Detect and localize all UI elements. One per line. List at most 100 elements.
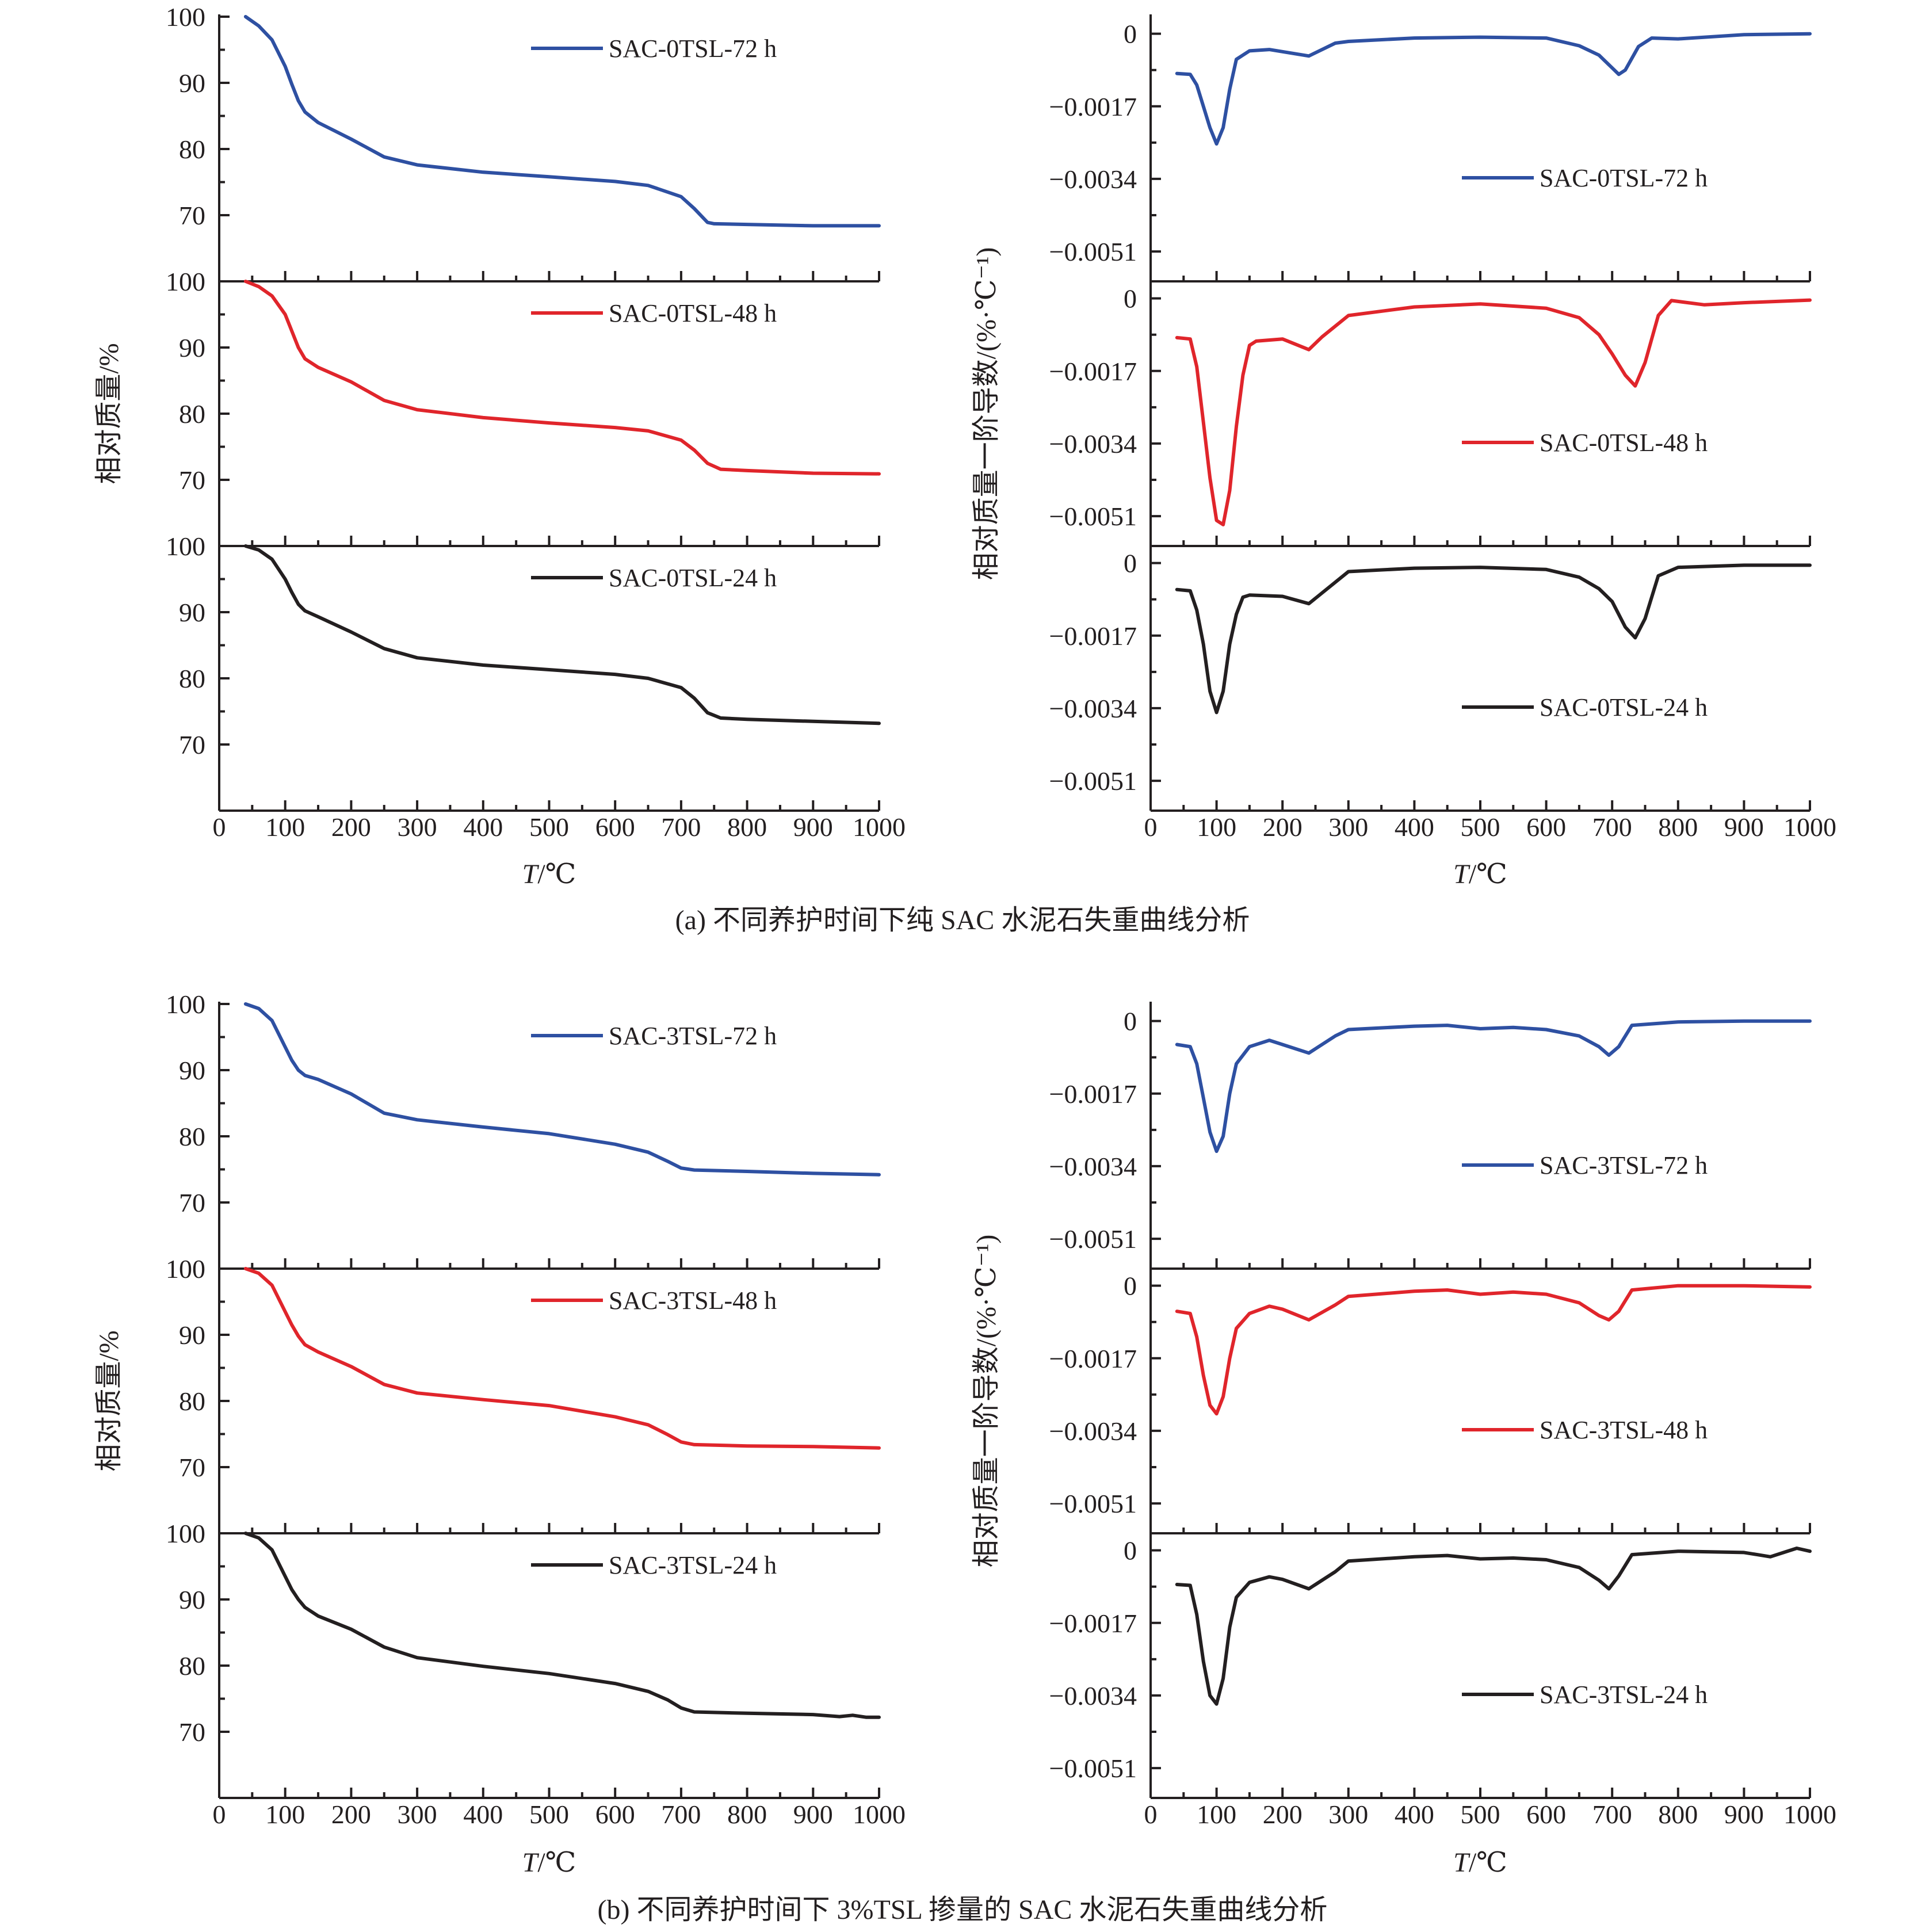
y-tick-label: 100 bbox=[166, 267, 205, 296]
series-line bbox=[1175, 563, 1812, 715]
legend-label: SAC-3TSL-72 h bbox=[1540, 1151, 1708, 1179]
caption-b: (b) 不同养护时间下 3%TSL 掺量的 SAC 水泥石失重曲线分析 bbox=[598, 1895, 1328, 1925]
y-tick-label: 90 bbox=[179, 1585, 205, 1614]
x-tick-label: 400 bbox=[463, 812, 503, 842]
x-axis-title-unit: /℃ bbox=[537, 1847, 576, 1878]
y-tick-label: 0 bbox=[1124, 284, 1137, 314]
y-axis-title: 相对质量一阶导数/(%·℃⁻¹) bbox=[971, 1235, 1002, 1568]
y-tick-label: 90 bbox=[179, 333, 205, 362]
y-tick-label: 80 bbox=[179, 664, 205, 693]
y-tick-label: −0.0017 bbox=[1049, 92, 1137, 121]
x-tick-label: 1000 bbox=[853, 1800, 906, 1829]
y-tick-label: −0.0034 bbox=[1049, 1681, 1137, 1710]
x-axis-title: T/℃ bbox=[522, 859, 576, 889]
y-tick-label: −0.0017 bbox=[1049, 621, 1137, 651]
legend-label: SAC-3TSL-24 h bbox=[1540, 1681, 1708, 1709]
subplot-sac-3tsl-72-h: 70 80 90 100 SAC-3TSL-72 h bbox=[166, 990, 881, 1270]
x-tick-label: 500 bbox=[529, 812, 569, 842]
x-tick-label: 1000 bbox=[1783, 812, 1836, 842]
x-tick-label: 600 bbox=[595, 1800, 635, 1829]
legend-label: SAC-3TSL-72 h bbox=[609, 1022, 777, 1050]
x-tick-label: 1000 bbox=[1783, 1800, 1836, 1829]
subplot-sac-0tsl-24-h: 70 80 90 100 SAC-0TSL-24 h bbox=[166, 532, 881, 812]
x-axis-title-symbol: T bbox=[1453, 1847, 1471, 1878]
x-tick-label: 500 bbox=[529, 1800, 569, 1829]
y-tick-label: −0.0034 bbox=[1049, 1416, 1137, 1446]
y-tick-label: 90 bbox=[179, 1056, 205, 1085]
x-axis-title-symbol: T bbox=[1453, 859, 1471, 889]
y-tick-label: 100 bbox=[166, 1254, 205, 1284]
caption-a: (a) 不同养护时间下纯 SAC 水泥石失重曲线分析 bbox=[675, 905, 1250, 936]
chart-b-dtg: 0 −0.0017 −0.0034 −0.0051 SAC-3TSL-72 h 0 −0.0… bbox=[971, 1002, 1836, 1878]
x-tick-label: 500 bbox=[1461, 812, 1500, 842]
legend-label: SAC-0TSL-72 h bbox=[609, 35, 777, 63]
x-axis-title: T/℃ bbox=[522, 1847, 576, 1878]
series-line bbox=[1175, 1019, 1812, 1153]
y-tick-label: 0 bbox=[1124, 1536, 1137, 1566]
y-tick-label: −0.0051 bbox=[1049, 502, 1137, 531]
x-axis-title-unit: /℃ bbox=[537, 859, 576, 889]
y-tick-label: 80 bbox=[179, 1651, 205, 1681]
x-tick-label: 800 bbox=[1658, 1800, 1698, 1829]
x-tick-label: 0 bbox=[1144, 812, 1158, 842]
y-tick-label: −0.0051 bbox=[1049, 1224, 1137, 1254]
x-tick-label: 0 bbox=[1144, 1800, 1158, 1829]
x-tick-label: 900 bbox=[1724, 1800, 1764, 1829]
y-tick-label: 100 bbox=[166, 2, 205, 32]
subplot-sac-0tsl-72-h: 70 80 90 100 SAC-0TSL-72 h bbox=[166, 2, 881, 282]
series-line bbox=[243, 280, 881, 476]
legend-label: SAC-0TSL-48 h bbox=[1540, 429, 1708, 457]
x-tick-label: 800 bbox=[1658, 812, 1698, 842]
x-tick-label: 0 bbox=[213, 812, 226, 842]
series-line bbox=[1175, 1547, 1812, 1706]
x-tick-label: 200 bbox=[331, 1800, 371, 1829]
subplot-sac-3tsl-24-h: 70 80 90 100 SAC-3TSL-24 h bbox=[166, 1519, 881, 1799]
y-tick-label: 90 bbox=[179, 598, 205, 627]
x-tick-label: 700 bbox=[1592, 1800, 1632, 1829]
y-tick-label: 90 bbox=[179, 68, 205, 98]
x-tick-label: 400 bbox=[1395, 1800, 1434, 1829]
x-tick-label: 400 bbox=[463, 1800, 503, 1829]
chart-a-tg: 70 80 90 100 SAC-0TSL-72 h 70 80 90 100 SAC-0TSL-… bbox=[94, 2, 906, 889]
x-tick-label: 100 bbox=[1197, 1800, 1236, 1829]
y-tick-label: −0.0017 bbox=[1049, 1609, 1137, 1638]
series-line bbox=[1175, 298, 1812, 526]
x-tick-label: 900 bbox=[793, 1800, 833, 1829]
subplot-sac-3tsl-48-h: 70 80 90 100 SAC-3TSL-48 h bbox=[166, 1254, 881, 1534]
x-tick-label: 800 bbox=[727, 812, 767, 842]
y-tick-label: 80 bbox=[179, 1387, 205, 1416]
x-tick-label: 300 bbox=[398, 1800, 437, 1829]
y-tick-label: −0.0034 bbox=[1049, 694, 1137, 723]
x-tick-label: 0 bbox=[213, 1800, 226, 1829]
y-tick-label: −0.0051 bbox=[1049, 237, 1137, 266]
series-line bbox=[1175, 32, 1812, 146]
x-tick-label: 700 bbox=[661, 1800, 701, 1829]
series-line bbox=[243, 1532, 881, 1719]
x-tick-label: 700 bbox=[661, 812, 701, 842]
y-tick-label: 0 bbox=[1124, 549, 1137, 578]
y-tick-label: 0 bbox=[1124, 1007, 1137, 1036]
x-tick-label: 500 bbox=[1461, 1800, 1500, 1829]
y-tick-label: 100 bbox=[166, 1519, 205, 1548]
y-tick-label: −0.0034 bbox=[1049, 1152, 1137, 1181]
x-tick-label: 300 bbox=[398, 812, 437, 842]
x-tick-label: 400 bbox=[1395, 812, 1434, 842]
x-tick-label: 200 bbox=[1263, 1800, 1303, 1829]
legend-label: SAC-3TSL-48 h bbox=[609, 1286, 777, 1315]
legend-label: SAC-0TSL-72 h bbox=[1540, 164, 1708, 192]
x-tick-label: 600 bbox=[595, 812, 635, 842]
series-line bbox=[243, 1002, 881, 1177]
x-tick-label: 800 bbox=[727, 1800, 767, 1829]
legend-label: SAC-0TSL-48 h bbox=[609, 299, 777, 327]
subplot-sac-3tsl-48-h: 0 −0.0017 −0.0034 −0.0051 SAC-3TSL-48 h bbox=[1049, 1272, 1812, 1534]
subplot-sac-0tsl-72-h: 0 −0.0017 −0.0034 −0.0051 SAC-0TSL-72 h bbox=[1049, 20, 1812, 282]
y-tick-label: 100 bbox=[166, 532, 205, 561]
subplot-sac-0tsl-24-h: 0 −0.0017 −0.0034 −0.0051 SAC-0TSL-24 h bbox=[1049, 549, 1812, 812]
x-tick-label: 100 bbox=[265, 812, 305, 842]
y-tick-label: 70 bbox=[179, 1188, 205, 1217]
y-tick-label: −0.0051 bbox=[1049, 1489, 1137, 1518]
y-tick-label: 70 bbox=[179, 465, 205, 495]
x-tick-label: 900 bbox=[793, 812, 833, 842]
series-line bbox=[1175, 1284, 1812, 1416]
